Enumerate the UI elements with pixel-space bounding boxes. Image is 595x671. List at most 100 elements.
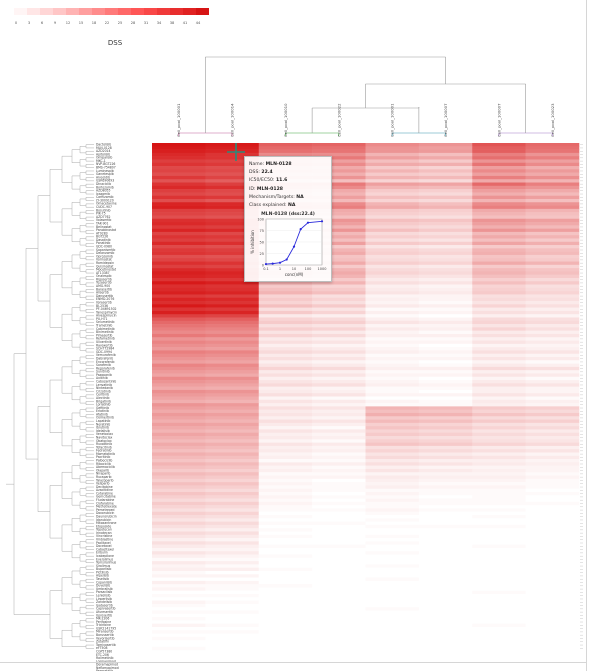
heatmap-cell[interactable] [525, 409, 580, 414]
heatmap-cell[interactable] [312, 202, 366, 206]
heatmap-cell[interactable] [312, 343, 366, 348]
heatmap-cell[interactable] [472, 304, 526, 308]
heatmap-cell[interactable] [258, 574, 313, 578]
heatmap-cell[interactable] [525, 617, 580, 621]
heatmap-cell[interactable] [525, 218, 580, 223]
heatmap-cell[interactable] [418, 505, 473, 509]
heatmap-cell[interactable] [205, 228, 260, 233]
heatmap-cell[interactable] [418, 482, 473, 486]
heatmap-cell[interactable] [312, 228, 366, 233]
heatmap-cell[interactable] [472, 185, 526, 190]
heatmap-cell[interactable] [152, 149, 206, 154]
heatmap-cell[interactable] [418, 307, 473, 312]
heatmap-cell[interactable] [365, 294, 420, 299]
heatmap-cell[interactable] [418, 337, 473, 341]
heatmap-cell[interactable] [525, 432, 580, 437]
heatmap-cell[interactable] [152, 505, 206, 509]
heatmap-cell[interactable] [472, 633, 526, 638]
heatmap-cell[interactable] [472, 603, 526, 608]
heatmap-cell[interactable] [312, 468, 366, 473]
heatmap-cell[interactable] [365, 528, 420, 532]
heatmap-cell[interactable] [365, 495, 420, 499]
heatmap-cell[interactable] [205, 376, 260, 381]
heatmap-cell[interactable] [418, 222, 473, 226]
heatmap-cell[interactable] [152, 205, 206, 210]
heatmap-cell[interactable] [152, 567, 206, 572]
heatmap-cell[interactable] [418, 383, 473, 387]
heatmap-cell[interactable] [365, 485, 420, 489]
heatmap-cell[interactable] [418, 324, 473, 328]
heatmap-cell[interactable] [472, 218, 526, 223]
heatmap-cell[interactable] [525, 426, 580, 430]
heatmap-cell[interactable] [152, 554, 206, 559]
heatmap-cell[interactable] [472, 485, 526, 489]
heatmap-cell[interactable] [365, 544, 420, 549]
heatmap-cell[interactable] [472, 356, 526, 361]
heatmap-cell[interactable] [312, 574, 366, 578]
heatmap-cell[interactable] [472, 294, 526, 299]
heatmap-cell[interactable] [205, 248, 260, 252]
heatmap-cell[interactable] [312, 356, 366, 361]
heatmap-cell[interactable] [312, 225, 366, 229]
heatmap-cell[interactable] [152, 594, 206, 598]
heatmap-cell[interactable] [418, 172, 473, 177]
heatmap-cell[interactable] [365, 152, 420, 157]
heatmap-cell[interactable] [525, 459, 580, 463]
heatmap-cell[interactable] [205, 399, 260, 404]
heatmap-cell[interactable] [472, 436, 526, 440]
heatmap-cell[interactable] [365, 366, 420, 371]
heatmap-cell[interactable] [525, 324, 580, 328]
heatmap-cell[interactable] [152, 518, 206, 522]
heatmap-cell[interactable] [418, 574, 473, 578]
heatmap-cell[interactable] [472, 584, 526, 588]
heatmap-cell[interactable] [312, 310, 366, 315]
heatmap-cell[interactable] [418, 501, 473, 506]
heatmap-cell[interactable] [472, 287, 526, 292]
heatmap-cell[interactable] [472, 152, 526, 157]
heatmap-cell[interactable] [312, 363, 366, 368]
heatmap-cell[interactable] [258, 281, 313, 285]
heatmap-cell[interactable] [258, 488, 313, 493]
heatmap-cell[interactable] [205, 317, 260, 322]
heatmap-cell[interactable] [152, 225, 206, 229]
heatmap-cell[interactable] [365, 166, 420, 170]
heatmap-cell[interactable] [258, 403, 313, 407]
heatmap-cell[interactable] [258, 146, 313, 150]
heatmap-cell[interactable] [365, 462, 420, 466]
heatmap-cell[interactable] [205, 294, 260, 299]
heatmap-cell[interactable] [152, 172, 206, 177]
heatmap-cell[interactable] [152, 241, 206, 246]
heatmap-cell[interactable] [365, 162, 420, 167]
heatmap-cell[interactable] [472, 327, 526, 331]
heatmap-cell[interactable] [365, 208, 420, 213]
heatmap-cell[interactable] [418, 462, 473, 466]
heatmap-cell[interactable] [365, 538, 420, 542]
heatmap-cell[interactable] [365, 248, 420, 252]
heatmap-cell[interactable] [525, 169, 580, 173]
heatmap-cell[interactable] [418, 291, 473, 295]
heatmap-cell[interactable] [258, 515, 313, 519]
heatmap-cell[interactable] [258, 143, 313, 147]
heatmap-cell[interactable] [472, 320, 526, 325]
heatmap-cell[interactable] [205, 396, 260, 401]
heatmap-cell[interactable] [472, 465, 526, 470]
heatmap-cell[interactable] [152, 403, 206, 407]
heatmap-cell[interactable] [525, 264, 580, 269]
heatmap-cell[interactable] [525, 333, 580, 338]
heatmap-cell[interactable] [312, 347, 366, 351]
heatmap-cell[interactable] [525, 482, 580, 486]
heatmap-cell[interactable] [525, 488, 580, 493]
heatmap-cell[interactable] [312, 426, 366, 430]
heatmap-cell[interactable] [525, 472, 580, 476]
heatmap-cell[interactable] [472, 432, 526, 437]
heatmap-cell[interactable] [312, 169, 366, 173]
heatmap-cell[interactable] [472, 175, 526, 180]
heatmap-cell[interactable] [365, 222, 420, 226]
heatmap-cell[interactable] [205, 218, 260, 223]
heatmap-cell[interactable] [525, 518, 580, 522]
heatmap-cell[interactable] [205, 327, 260, 331]
heatmap-cell[interactable] [152, 630, 206, 634]
heatmap-cell[interactable] [525, 607, 580, 611]
heatmap-cell[interactable] [152, 495, 206, 499]
heatmap-cell[interactable] [312, 508, 366, 513]
